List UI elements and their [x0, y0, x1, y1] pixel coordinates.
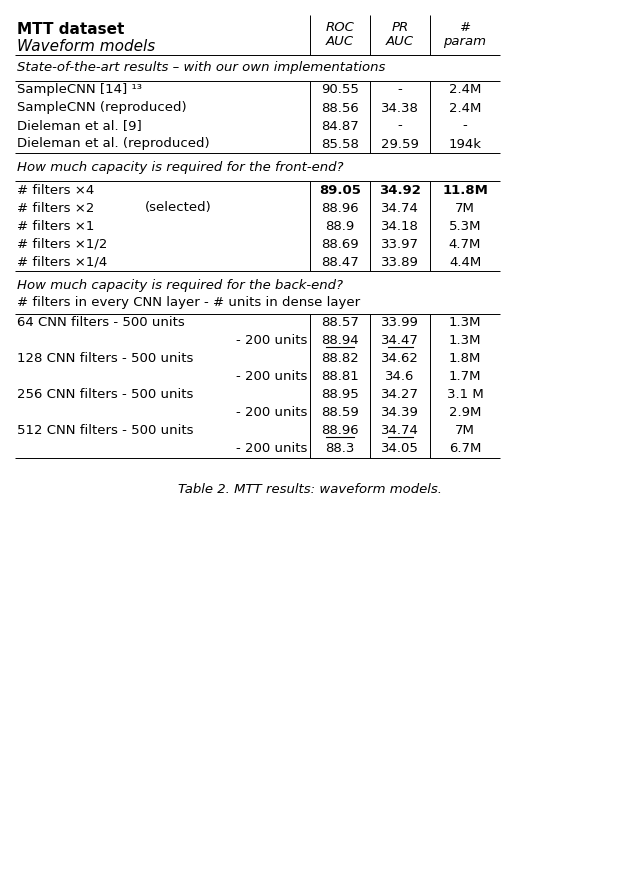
- Text: - 200 units: - 200 units: [236, 442, 307, 455]
- Text: Waveform models: Waveform models: [17, 39, 155, 54]
- Text: 1.8M: 1.8M: [449, 352, 481, 365]
- Text: - 200 units: - 200 units: [236, 335, 307, 348]
- Text: PR: PR: [391, 21, 409, 34]
- Text: 88.69: 88.69: [321, 237, 359, 250]
- Text: 89.05: 89.05: [319, 183, 361, 196]
- Text: # filters in every CNN layer - # units in dense layer: # filters in every CNN layer - # units i…: [17, 296, 360, 309]
- Text: 34.18: 34.18: [381, 220, 419, 233]
- Text: 4.7M: 4.7M: [449, 237, 481, 250]
- Text: 34.39: 34.39: [381, 406, 419, 419]
- Text: # filters ×4: # filters ×4: [17, 183, 94, 196]
- Text: 34.62: 34.62: [381, 352, 419, 365]
- Text: # filters ×1: # filters ×1: [17, 220, 94, 233]
- Text: 34.47: 34.47: [381, 335, 419, 348]
- Text: 88.3: 88.3: [326, 442, 355, 455]
- Text: 256 CNN filters - 500 units: 256 CNN filters - 500 units: [17, 389, 193, 401]
- Text: 34.27: 34.27: [381, 389, 419, 401]
- Text: ROC: ROC: [326, 21, 355, 34]
- Text: 2.4M: 2.4M: [449, 101, 481, 114]
- Text: 34.38: 34.38: [381, 101, 419, 114]
- Text: 88.9: 88.9: [326, 220, 355, 233]
- Text: 34.74: 34.74: [381, 425, 419, 438]
- Text: 1.3M: 1.3M: [449, 335, 481, 348]
- Text: 84.87: 84.87: [321, 119, 359, 133]
- Text: How much capacity is required for the back-end?: How much capacity is required for the ba…: [17, 279, 343, 292]
- Text: Dieleman et al. (reproduced): Dieleman et al. (reproduced): [17, 138, 210, 151]
- Text: 88.81: 88.81: [321, 371, 359, 384]
- Text: 29.59: 29.59: [381, 138, 419, 151]
- Text: - 200 units: - 200 units: [236, 406, 307, 419]
- Text: Table 2. MTT results: waveform models.: Table 2. MTT results: waveform models.: [178, 483, 442, 496]
- Text: 33.97: 33.97: [381, 237, 419, 250]
- Text: State-of-the-art results – with our own implementations: State-of-the-art results – with our own …: [17, 61, 386, 74]
- Text: 2.9M: 2.9M: [449, 406, 481, 419]
- Text: 3.1 M: 3.1 M: [446, 389, 484, 401]
- Text: 88.59: 88.59: [321, 406, 359, 419]
- Text: 6.7M: 6.7M: [449, 442, 481, 455]
- Text: 34.6: 34.6: [385, 371, 415, 384]
- Text: #: #: [459, 21, 471, 34]
- Text: 194k: 194k: [448, 138, 482, 151]
- Text: 88.96: 88.96: [321, 425, 359, 438]
- Text: 34.92: 34.92: [379, 183, 421, 196]
- Text: 4.4M: 4.4M: [449, 255, 481, 269]
- Text: # filters ×1/4: # filters ×1/4: [17, 255, 107, 269]
- Text: -: -: [397, 84, 402, 97]
- Text: AUC: AUC: [386, 35, 414, 48]
- Text: -: -: [397, 119, 402, 133]
- Text: 7M: 7M: [455, 425, 475, 438]
- Text: 85.58: 85.58: [321, 138, 359, 151]
- Text: 64 CNN filters - 500 units: 64 CNN filters - 500 units: [17, 317, 185, 330]
- Text: 90.55: 90.55: [321, 84, 359, 97]
- Text: 88.47: 88.47: [321, 255, 359, 269]
- Text: How much capacity is required for the front-end?: How much capacity is required for the fr…: [17, 161, 343, 174]
- Text: 34.05: 34.05: [381, 442, 419, 455]
- Text: AUC: AUC: [326, 35, 354, 48]
- Text: 88.96: 88.96: [321, 201, 359, 215]
- Text: SampleCNN [14] ¹³: SampleCNN [14] ¹³: [17, 84, 142, 97]
- Text: 512 CNN filters - 500 units: 512 CNN filters - 500 units: [17, 425, 193, 438]
- Text: 33.99: 33.99: [381, 317, 419, 330]
- Text: # filters ×2: # filters ×2: [17, 201, 94, 215]
- Text: MTT dataset: MTT dataset: [17, 22, 125, 37]
- Text: 1.7M: 1.7M: [449, 371, 481, 384]
- Text: 88.94: 88.94: [321, 335, 359, 348]
- Text: (selected): (selected): [145, 201, 212, 215]
- Text: param: param: [443, 35, 487, 48]
- Text: -: -: [463, 119, 467, 133]
- Text: 2.4M: 2.4M: [449, 84, 481, 97]
- Text: - 200 units: - 200 units: [236, 371, 307, 384]
- Text: 33.89: 33.89: [381, 255, 419, 269]
- Text: 88.82: 88.82: [321, 352, 359, 365]
- Text: # filters ×1/2: # filters ×1/2: [17, 237, 107, 250]
- Text: 128 CNN filters - 500 units: 128 CNN filters - 500 units: [17, 352, 193, 365]
- Text: Dieleman et al. [9]: Dieleman et al. [9]: [17, 119, 142, 133]
- Text: SampleCNN (reproduced): SampleCNN (reproduced): [17, 101, 187, 114]
- Text: 88.57: 88.57: [321, 317, 359, 330]
- Text: 11.8M: 11.8M: [442, 183, 488, 196]
- Text: 88.56: 88.56: [321, 101, 359, 114]
- Text: 88.95: 88.95: [321, 389, 359, 401]
- Text: 34.74: 34.74: [381, 201, 419, 215]
- Text: 7M: 7M: [455, 201, 475, 215]
- Text: 1.3M: 1.3M: [449, 317, 481, 330]
- Text: 5.3M: 5.3M: [449, 220, 481, 233]
